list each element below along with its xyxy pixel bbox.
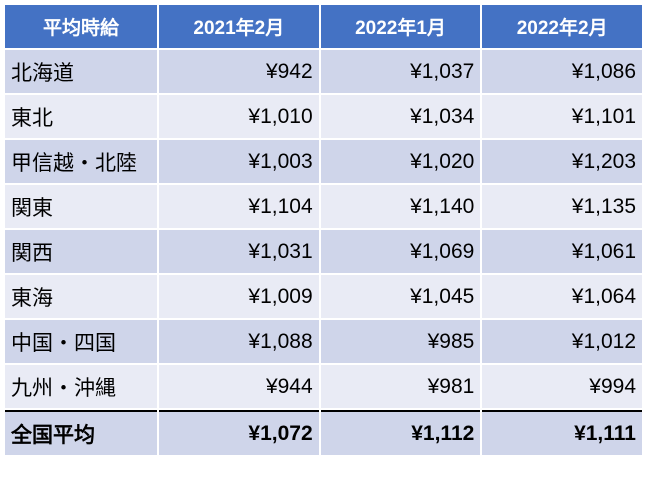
cell: ¥1,112 xyxy=(320,410,481,455)
row-label: 甲信越・北陸 xyxy=(5,140,157,183)
cell: ¥1,010 xyxy=(159,95,319,138)
table-row: 東北 ¥1,010 ¥1,034 ¥1,101 xyxy=(5,95,642,138)
cell: ¥1,037 xyxy=(320,50,481,93)
table-row: 北海道 ¥942 ¥1,037 ¥1,086 xyxy=(5,50,642,93)
wage-table: 平均時給 2021年2月 2022年1月 2022年2月 北海道 ¥942 ¥1,037 ¥1… xyxy=(3,3,644,457)
cell: ¥1,072 xyxy=(159,410,319,455)
cell: ¥1,086 xyxy=(482,50,642,93)
header-cell: 2021年2月 xyxy=(159,5,319,48)
table-row: 九州・沖縄 ¥944 ¥981 ¥994 xyxy=(5,365,642,408)
header-cell: 2022年1月 xyxy=(320,5,481,48)
cell: ¥994 xyxy=(482,365,642,408)
cell: ¥1,031 xyxy=(159,230,319,273)
cell: ¥1,135 xyxy=(482,185,642,228)
row-label: 関東 xyxy=(5,185,157,228)
cell: ¥1,003 xyxy=(159,140,319,183)
cell: ¥1,104 xyxy=(159,185,319,228)
row-label: 九州・沖縄 xyxy=(5,365,157,408)
cell: ¥1,069 xyxy=(320,230,481,273)
table-row: 中国・四国 ¥1,088 ¥985 ¥1,012 xyxy=(5,320,642,363)
cell: ¥1,034 xyxy=(320,95,481,138)
cell: ¥985 xyxy=(320,320,481,363)
cell: ¥1,064 xyxy=(482,275,642,318)
cell: ¥1,140 xyxy=(320,185,481,228)
row-label: 全国平均 xyxy=(5,410,157,455)
cell: ¥1,203 xyxy=(482,140,642,183)
header-row: 平均時給 2021年2月 2022年1月 2022年2月 xyxy=(5,5,642,48)
cell: ¥944 xyxy=(159,365,319,408)
table-row: 関西 ¥1,031 ¥1,069 ¥1,061 xyxy=(5,230,642,273)
cell: ¥1,009 xyxy=(159,275,319,318)
cell: ¥1,111 xyxy=(482,410,642,455)
cell: ¥1,101 xyxy=(482,95,642,138)
row-label: 中国・四国 xyxy=(5,320,157,363)
cell: ¥1,020 xyxy=(320,140,481,183)
cell: ¥942 xyxy=(159,50,319,93)
row-label: 北海道 xyxy=(5,50,157,93)
total-row: 全国平均 ¥1,072 ¥1,112 ¥1,111 xyxy=(5,410,642,455)
cell: ¥981 xyxy=(320,365,481,408)
table-row: 甲信越・北陸 ¥1,003 ¥1,020 ¥1,203 xyxy=(5,140,642,183)
table-row: 東海 ¥1,009 ¥1,045 ¥1,064 xyxy=(5,275,642,318)
row-label: 関西 xyxy=(5,230,157,273)
cell: ¥1,088 xyxy=(159,320,319,363)
header-cell: 2022年2月 xyxy=(482,5,642,48)
row-label: 東海 xyxy=(5,275,157,318)
header-cell: 平均時給 xyxy=(5,5,157,48)
cell: ¥1,012 xyxy=(482,320,642,363)
row-label: 東北 xyxy=(5,95,157,138)
cell: ¥1,045 xyxy=(320,275,481,318)
table-row: 関東 ¥1,104 ¥1,140 ¥1,135 xyxy=(5,185,642,228)
cell: ¥1,061 xyxy=(482,230,642,273)
